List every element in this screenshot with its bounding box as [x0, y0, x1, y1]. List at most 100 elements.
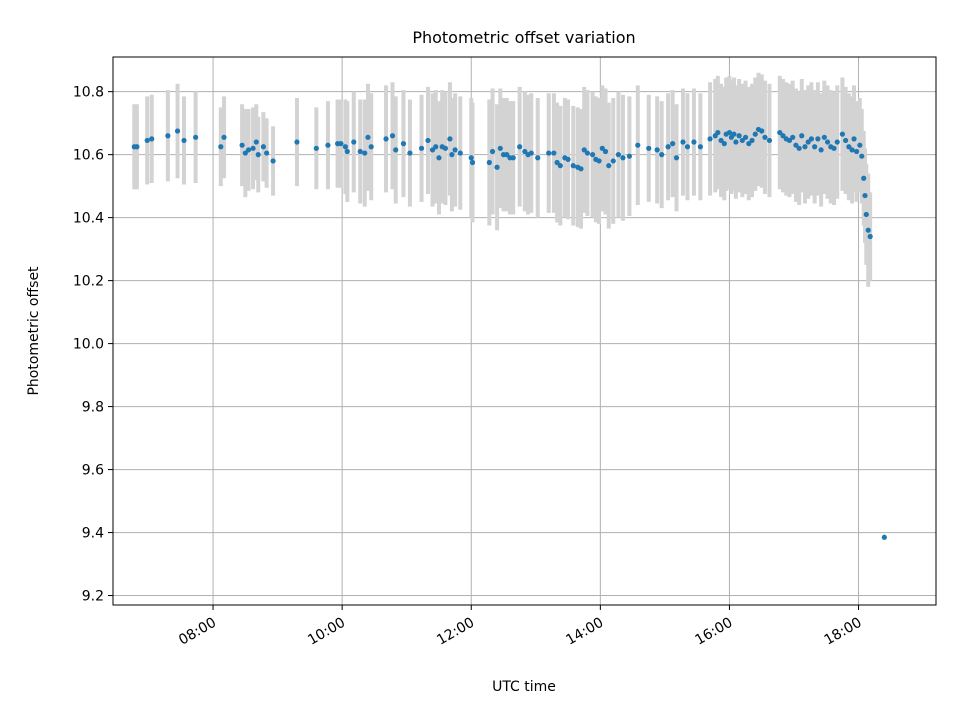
data-point: [707, 136, 713, 142]
data-point: [851, 136, 857, 142]
data-point: [253, 139, 259, 145]
data-point: [362, 150, 368, 156]
data-point: [596, 158, 602, 164]
data-point: [646, 145, 652, 151]
data-point: [436, 155, 442, 161]
data-point: [863, 211, 869, 218]
data-point: [447, 136, 453, 142]
data-point: [821, 134, 827, 140]
data-point: [407, 150, 413, 156]
data-point: [867, 233, 873, 240]
x-tick-label: 08:00: [176, 615, 219, 649]
data-point: [684, 144, 691, 150]
data-point: [457, 150, 463, 156]
y-tick-label: 9.4: [82, 526, 104, 542]
data-point: [739, 137, 745, 144]
data-points: [131, 126, 887, 540]
data-point: [557, 163, 563, 169]
data-point: [250, 145, 256, 151]
data-point: [581, 147, 587, 153]
x-tick-label: 14:00: [563, 615, 606, 649]
data-point: [294, 139, 300, 145]
data-point: [429, 147, 436, 153]
data-point: [808, 136, 815, 142]
data-point: [654, 147, 660, 153]
data-point: [510, 155, 516, 161]
data-point: [846, 144, 852, 150]
chart-title: Photometric offset variation: [412, 28, 635, 47]
y-tick-label: 9.8: [82, 400, 104, 416]
data-point: [602, 148, 609, 155]
data-point: [400, 141, 407, 147]
data-point: [818, 147, 824, 153]
data-point: [691, 139, 697, 145]
data-point: [665, 144, 671, 150]
data-point: [452, 147, 458, 153]
data-point: [570, 163, 576, 169]
data-point: [134, 144, 140, 150]
data-point: [721, 141, 727, 147]
data-point: [469, 159, 476, 166]
data-point: [393, 147, 399, 153]
y-tick-label: 10.4: [73, 211, 104, 227]
data-point: [733, 139, 739, 145]
data-point: [742, 134, 749, 140]
data-point: [174, 128, 181, 134]
data-point: [673, 155, 680, 161]
data-point: [546, 150, 552, 156]
data-point: [780, 133, 786, 139]
data-point: [865, 227, 871, 233]
data-point: [264, 150, 270, 156]
data-point: [759, 128, 765, 134]
x-tick-label: 16:00: [692, 615, 735, 649]
data-point: [718, 137, 724, 144]
data-point: [522, 148, 528, 155]
data-point: [610, 158, 616, 164]
data-point: [351, 139, 357, 145]
data-point: [165, 133, 171, 139]
data-point: [342, 144, 348, 150]
data-point: [766, 137, 773, 144]
data-point: [535, 155, 541, 161]
data-point: [551, 150, 557, 156]
data-point: [790, 134, 796, 140]
data-point: [659, 152, 665, 158]
data-point: [449, 152, 455, 158]
data-point: [181, 137, 187, 144]
data-point: [504, 152, 510, 158]
data-point: [242, 150, 248, 156]
data-point: [606, 163, 612, 169]
data-point: [260, 144, 266, 150]
data-point: [221, 134, 227, 140]
data-point: [313, 145, 319, 151]
data-point: [365, 134, 371, 140]
data-point: [824, 139, 831, 145]
data-point: [762, 134, 768, 140]
data-point: [368, 144, 374, 150]
data-point: [239, 142, 245, 148]
data-point: [834, 139, 840, 145]
data-point: [881, 534, 887, 540]
y-axis-label: Photometric offset: [26, 266, 42, 396]
data-point: [680, 139, 686, 145]
data-point: [528, 150, 534, 156]
x-axis-label: UTC time: [492, 679, 556, 695]
data-point: [497, 145, 503, 151]
data-point: [599, 145, 605, 151]
data-point: [494, 164, 500, 170]
x-tick-label: 18:00: [822, 615, 865, 649]
data-point: [270, 158, 276, 164]
data-point: [859, 153, 865, 159]
data-point: [383, 136, 389, 142]
data-point: [815, 136, 821, 142]
data-point: [149, 136, 155, 142]
data-point: [715, 129, 721, 136]
y-tick-label: 9.6: [82, 463, 104, 479]
data-point: [749, 137, 755, 144]
data-point: [793, 142, 799, 148]
data-point: [802, 144, 808, 150]
data-point: [565, 156, 571, 162]
y-tick-label: 10.8: [73, 85, 104, 101]
data-point: [786, 137, 793, 144]
